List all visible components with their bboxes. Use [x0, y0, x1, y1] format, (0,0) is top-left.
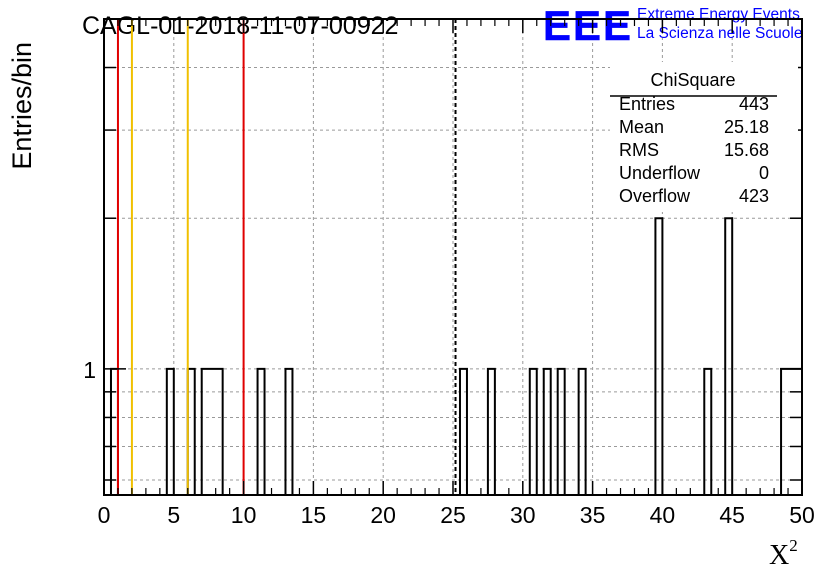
- x-tick-label: 5: [167, 502, 180, 528]
- stats-value: 25.18: [724, 117, 769, 137]
- stats-value: 423: [739, 186, 769, 206]
- stats-value: 443: [739, 94, 769, 114]
- x-tick-label: 25: [440, 502, 466, 528]
- x-tick-label: 0: [98, 502, 111, 528]
- histogram-bin-8: [528, 367, 538, 495]
- logo-mark: EEE: [543, 2, 633, 49]
- stats-box: ChiSquare Entries 443 Mean 25.18 RMS 15.68 Und…: [610, 62, 798, 212]
- y-axis-label: Entries/bin: [7, 42, 37, 170]
- stats-label: RMS: [619, 140, 659, 160]
- histogram-bin-15: [780, 367, 803, 495]
- stats-label: Mean: [619, 117, 664, 137]
- eee-logo: EEE Extreme Energy Events La Scienza nel…: [543, 2, 803, 50]
- x-tick-label: 40: [650, 502, 676, 528]
- histogram-bin-10: [556, 367, 566, 495]
- stats-value: 15.68: [724, 140, 769, 160]
- x-axis-label-base: X: [769, 540, 789, 571]
- x-tick-label: 50: [789, 502, 815, 528]
- stats-box-title: ChiSquare: [650, 70, 735, 90]
- histogram-bin-4: [256, 367, 266, 495]
- histogram-bin-1: [165, 367, 175, 495]
- logo-line-2: La Scienza nelle Scuole: [637, 25, 802, 42]
- x-tick-label: 30: [510, 502, 536, 528]
- x-tick-label: 20: [370, 502, 396, 528]
- x-axis-label: X2: [769, 536, 798, 571]
- axis-ticks: 0 5 10 15 20 25 30 35 40 45 50 1: [83, 19, 815, 528]
- histogram-bin-5: [284, 367, 294, 495]
- histogram-bin-6: [458, 367, 468, 495]
- stats-rows: Entries 443 Mean 25.18 RMS 15.68 Underflow 0 Ove…: [619, 94, 769, 206]
- x-axis-label-superscript: 2: [789, 536, 798, 555]
- histogram-bin-13: [703, 367, 713, 495]
- stats-label: Underflow: [619, 163, 701, 183]
- stats-label: Overflow: [619, 186, 691, 206]
- y-tick-label: 1: [83, 357, 96, 383]
- histogram-bin-9: [542, 367, 552, 495]
- histogram-bin-12: [654, 217, 664, 495]
- x-tick-label: 35: [580, 502, 606, 528]
- x-tick-label: 45: [719, 502, 745, 528]
- stats-box-background: [610, 62, 798, 212]
- x-tick-label: 10: [231, 502, 257, 528]
- histogram-bin-7: [486, 367, 496, 495]
- histogram-bin-11: [577, 367, 587, 495]
- histogram-bin-2: [186, 367, 196, 495]
- stats-label: Entries: [619, 94, 675, 114]
- stats-value: 0: [759, 163, 769, 183]
- histogram-bin-14: [724, 217, 734, 495]
- x-tick-label: 15: [301, 502, 327, 528]
- histogram-bin-3: [200, 367, 224, 495]
- run-title: CAGL-01-2018-11-07-00922: [82, 12, 398, 40]
- reference-lines: [116, 19, 457, 495]
- histogram-bin-0: [109, 367, 119, 495]
